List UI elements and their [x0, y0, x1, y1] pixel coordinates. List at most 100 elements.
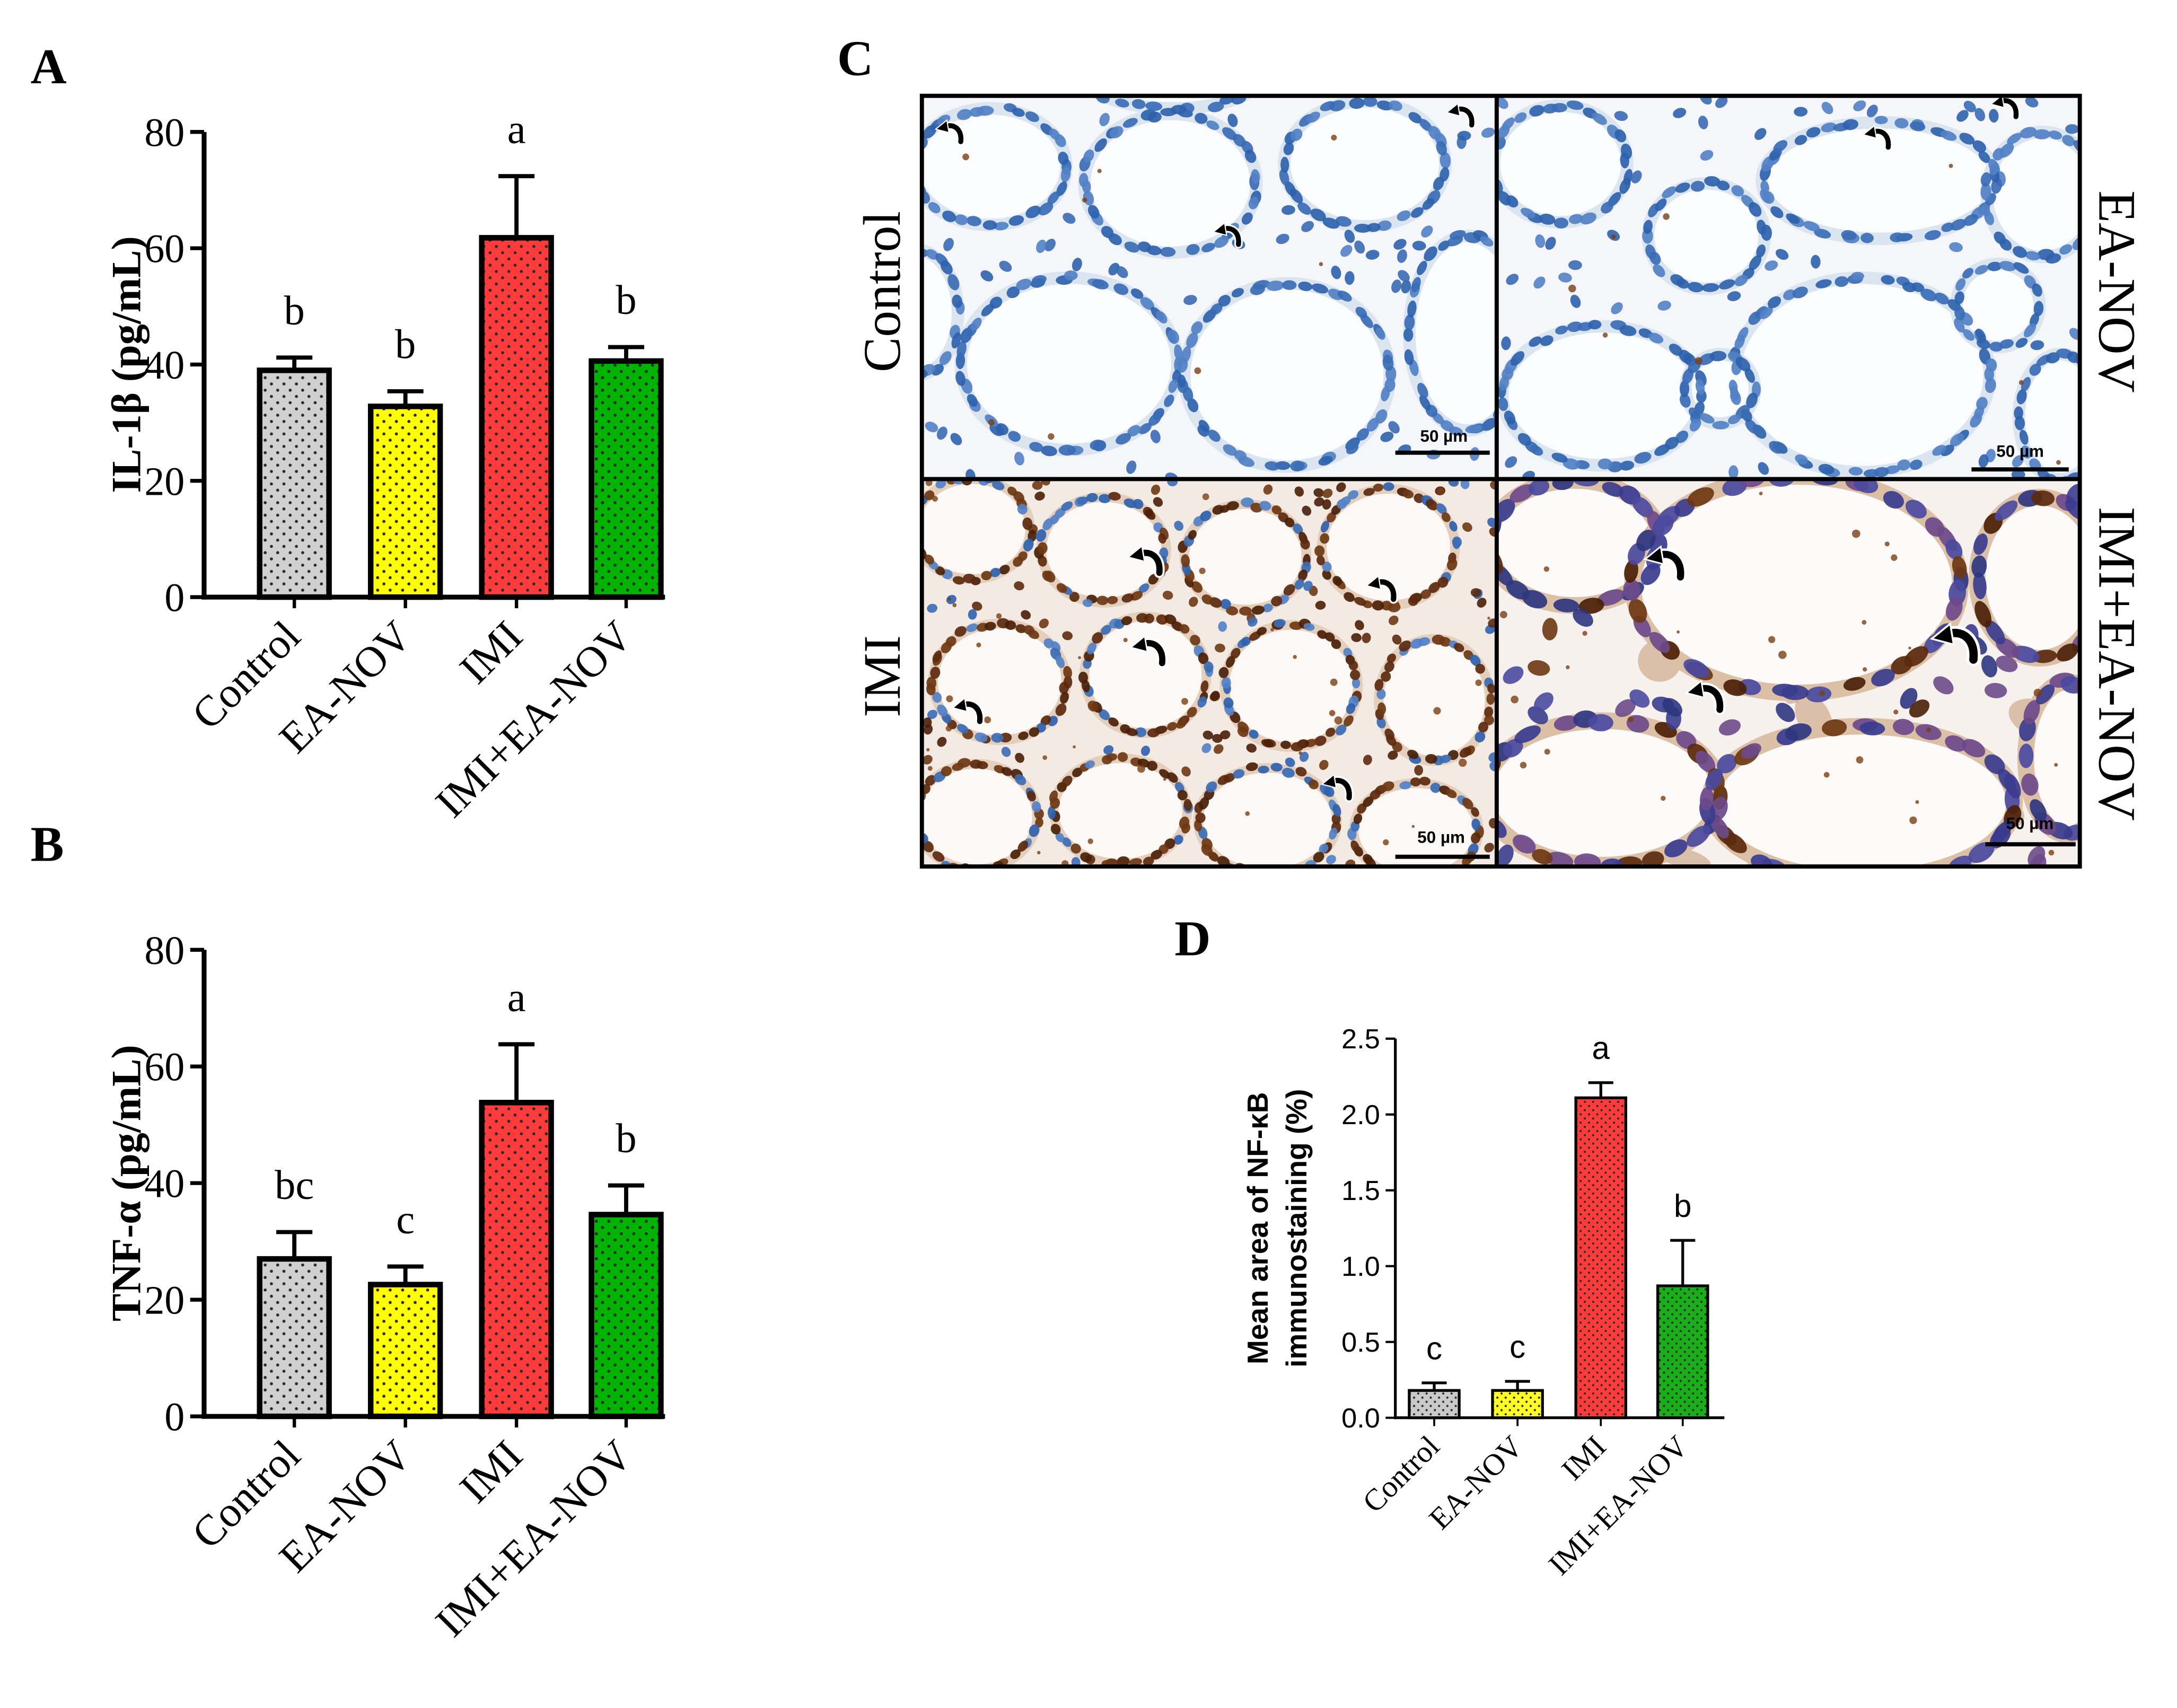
- nucleus: [2012, 645, 2040, 663]
- stromal-nucleus: [1758, 462, 1769, 475]
- nucleus: [939, 351, 952, 365]
- stromal-nucleus: [1776, 249, 1789, 260]
- y-tick-label: 80: [144, 110, 185, 155]
- nucleus: [1806, 686, 1832, 703]
- dab-stain-speck: [932, 496, 938, 502]
- nucleus: [2073, 140, 2079, 154]
- dab-stain-speck: [1487, 616, 1490, 620]
- dab-stain-speck: [1856, 756, 1864, 764]
- nucleus: [1023, 538, 1034, 551]
- nucleus: [1200, 511, 1212, 521]
- dab-stain-speck: [1768, 636, 1776, 643]
- nucleus: [1977, 338, 1990, 349]
- nucleus: [1181, 554, 1190, 567]
- dab-stain-speck: [1331, 135, 1337, 141]
- nucleus: [1719, 279, 1735, 290]
- nucleus: [1147, 111, 1162, 123]
- stromal-nucleus: [1281, 205, 1295, 215]
- nucleus: [1032, 801, 1041, 813]
- nucleus: [1843, 677, 1866, 691]
- nucleus: [1222, 127, 1237, 141]
- image-label-ea-nov: EA-NOV: [2087, 190, 2146, 392]
- nucleus: [1783, 289, 1796, 300]
- nucleus: [1502, 117, 1515, 131]
- dab-stain-speck: [1330, 678, 1338, 686]
- dab-stain-speck: [1884, 541, 1890, 547]
- stromal-nucleus: [1414, 765, 1424, 776]
- nucleus: [1145, 101, 1163, 111]
- nucleus: [2004, 773, 2021, 799]
- nucleus: [1680, 380, 1690, 397]
- stromal-nucleus: [1821, 102, 1833, 115]
- dab-stain-speck: [1852, 529, 1860, 538]
- nucleus: [1201, 838, 1213, 850]
- nucleus: [1298, 570, 1307, 581]
- nucleus: [976, 106, 994, 116]
- nucleus: [1770, 206, 1784, 218]
- stromal-nucleus: [2066, 484, 2079, 504]
- nucleus: [1166, 47, 1180, 58]
- nucleus: [1317, 630, 1328, 639]
- nucleus: [1940, 130, 1957, 141]
- nucleus: [1641, 851, 1664, 865]
- bar-outline-control: [1408, 1389, 1461, 1420]
- stromal-nucleus: [1765, 260, 1778, 271]
- nucleus: [1484, 706, 1494, 718]
- stromal-nucleus: [1036, 240, 1047, 253]
- nucleus: [2072, 236, 2079, 250]
- nucleus: [1047, 191, 1060, 205]
- nucleus: [1568, 214, 1583, 224]
- dab-stain-speck: [1628, 716, 1634, 723]
- nucleus: [1055, 134, 1066, 147]
- nucleus: [1498, 397, 1508, 411]
- nucleus: [1202, 52, 1221, 64]
- y-tick-label: 40: [144, 1162, 185, 1206]
- nucleus: [1905, 500, 1927, 519]
- dab-stain-speck: [1499, 611, 1507, 618]
- nucleus: [1383, 482, 1394, 491]
- nucleus: [1227, 55, 1243, 68]
- nucleus: [1087, 642, 1097, 654]
- stromal-nucleus: [1391, 279, 1402, 293]
- dab-stain-speck: [925, 480, 933, 486]
- nucleus: [1689, 418, 1701, 432]
- y-axis-label: immunostaining (%): [1280, 1089, 1313, 1368]
- stromal-nucleus: [1189, 597, 1198, 607]
- nucleus: [1005, 620, 1016, 630]
- stromal-nucleus: [1698, 116, 1708, 129]
- nucleus: [1012, 108, 1025, 117]
- stromal-nucleus: [1956, 110, 1969, 122]
- nucleus: [1716, 180, 1730, 191]
- dab-stain-speck: [1087, 838, 1093, 844]
- nucleus: [1945, 539, 1963, 560]
- stromal-nucleus: [943, 238, 954, 251]
- nucleus: [989, 296, 1003, 309]
- stromal-nucleus: [1285, 757, 1295, 767]
- dab-stain-speck: [1334, 716, 1342, 725]
- nucleus: [1974, 265, 1988, 275]
- significance-letter: b: [616, 277, 636, 323]
- stromal-nucleus: [1715, 97, 1728, 108]
- nucleus: [1498, 136, 1506, 150]
- stromal-nucleus: [1462, 522, 1472, 532]
- nucleus: [1055, 832, 1065, 843]
- dab-stain-speck: [1319, 262, 1323, 266]
- stromal-nucleus: [1303, 581, 1313, 591]
- dab-stain-speck: [945, 725, 952, 732]
- nucleus: [1055, 508, 1066, 519]
- nucleus: [926, 249, 939, 260]
- nucleus: [1634, 452, 1652, 464]
- significance-letter: bc: [275, 1162, 314, 1208]
- nucleus: [1285, 181, 1296, 197]
- nucleus: [1360, 313, 1374, 328]
- nucleus: [1257, 627, 1267, 636]
- dab-stain-speck: [1568, 284, 1576, 293]
- nucleus: [2029, 363, 2041, 376]
- nucleus: [925, 775, 936, 786]
- stromal-nucleus: [1354, 240, 1365, 254]
- nucleus: [1099, 709, 1110, 721]
- nucleus: [1147, 728, 1160, 738]
- nucleus: [1854, 480, 1878, 494]
- nucleus: [1187, 398, 1199, 413]
- nucleus: [1022, 517, 1033, 530]
